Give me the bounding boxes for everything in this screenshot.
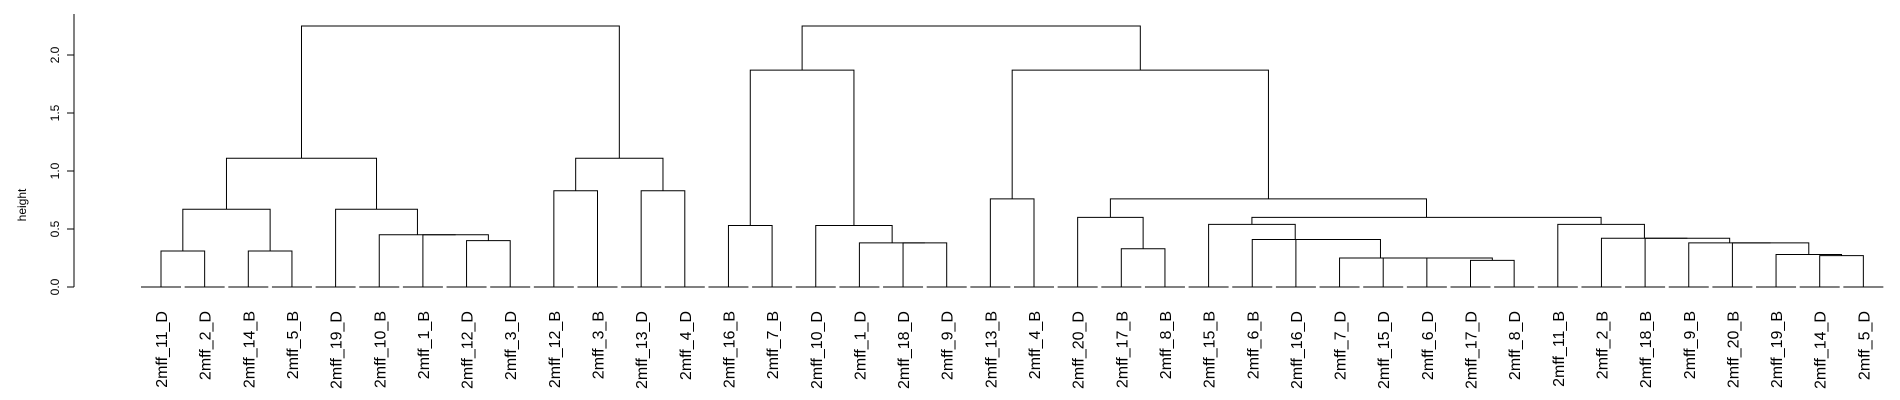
y-tick-label: 0.5 — [48, 220, 62, 237]
leaf-label: 2mff_17_B — [1114, 311, 1131, 388]
leaf-label: 2mff_1_B — [416, 311, 433, 379]
merge-link — [335, 208, 418, 287]
merge-link — [1251, 238, 1339, 287]
merge-link — [1775, 254, 1843, 287]
leaf-label: 2mff_6_B — [1245, 311, 1262, 379]
leaf-label: 2mff_17_D — [1464, 311, 1481, 389]
leaf-label: 2mff_2_D — [198, 311, 215, 380]
leaf-label: 2mff_20_D — [1071, 311, 1088, 389]
y-tick-label: 2.0 — [48, 46, 62, 63]
leaf-label: 2mff_4_B — [1027, 311, 1044, 379]
merge-link — [575, 157, 664, 191]
merge-link — [466, 240, 511, 287]
merge-link — [749, 69, 855, 226]
leaf-label: 2mff_19_D — [329, 311, 346, 389]
leaf-label: 2mff_19_B — [1769, 311, 1786, 388]
leaf-label: 2mff_12_D — [460, 311, 477, 389]
dendrogram-links — [141, 25, 1884, 288]
leaf-label: 2mff_20_B — [1725, 311, 1742, 388]
leaf-labels: 2mff_11_D 2mff_2_D 2mff_14_B 2mff_5_B 2mff_1… — [154, 311, 1873, 389]
leaf-label: 2mff_3_B — [591, 311, 608, 379]
leaf-label: 2mff_13_B — [983, 311, 1000, 388]
leaf-label: 2mff_13_D — [634, 311, 651, 389]
merge-link — [1011, 69, 1269, 199]
merge-link — [1120, 248, 1166, 287]
leaf-label: 2mff_7_D — [1333, 311, 1350, 380]
merge-link — [1382, 257, 1460, 287]
leaf-label: 2mff_7_B — [765, 311, 782, 379]
merge-link — [1077, 216, 1144, 287]
merge-link — [160, 250, 206, 287]
leaf-label: 2mff_2_B — [1594, 311, 1611, 379]
merge-link — [1109, 198, 1428, 218]
leaf-label: 2mff_11_D — [154, 311, 171, 388]
leaf-label: 2mff_6_D — [1420, 311, 1437, 380]
merge-link — [1688, 242, 1771, 287]
merge-link — [1819, 255, 1864, 287]
leaf-label: 2mff_15_D — [1376, 311, 1393, 389]
merge-link — [858, 242, 925, 287]
leaf-label: 2mff_14_D — [1813, 311, 1830, 389]
leaf-label: 2mff_9_B — [1682, 311, 1699, 379]
leaf-label: 2mff_8_D — [1507, 311, 1524, 380]
merge-link — [727, 225, 773, 287]
merge-link — [1339, 257, 1422, 287]
leaf-label: 2mff_12_B — [547, 311, 564, 388]
leaf-label: 2mff_18_B — [1638, 311, 1655, 388]
merge-link — [1426, 257, 1493, 287]
leaf-label: 2mff_5_D — [1856, 311, 1873, 380]
merge-link — [989, 198, 1035, 287]
merge-link — [1295, 238, 1381, 287]
leaf-label: 2mff_16_B — [721, 311, 738, 388]
merge-link — [815, 225, 893, 287]
leaf-label: 2mff_10_D — [809, 311, 826, 389]
y-tick-label: 1.0 — [48, 162, 62, 179]
merge-link — [902, 242, 948, 287]
leaf-label: 2mff_3_D — [503, 311, 520, 380]
merge-link — [1251, 216, 1602, 225]
merge-link — [640, 190, 686, 287]
merge-link — [1600, 237, 1688, 287]
leaf-label: 2mff_11_B — [1551, 311, 1568, 387]
merge-link — [553, 190, 598, 287]
y-axis-label: height — [15, 188, 29, 221]
merge-link — [247, 250, 293, 287]
merge-link — [182, 208, 271, 252]
leaf-label: 2mff_4_D — [678, 311, 695, 380]
merge-link — [300, 25, 620, 159]
leaf-label: 2mff_10_B — [372, 311, 389, 388]
merge-link — [1731, 242, 1810, 287]
merge-link — [225, 157, 378, 210]
merge-link — [801, 25, 1141, 71]
leaf-label: 2mff_18_D — [896, 311, 913, 389]
leaf-label: 2mff_8_B — [1158, 311, 1175, 379]
leaf-label: 2mff_1_D — [852, 311, 869, 380]
leaf-label: 2mff_5_B — [285, 311, 302, 379]
y-tick-label: 1.5 — [48, 104, 62, 121]
merge-link — [378, 234, 456, 287]
merge-link — [1644, 237, 1731, 287]
merge-link — [1470, 259, 1515, 287]
y-tick-label: 0.0 — [48, 278, 62, 295]
merge-link — [422, 234, 489, 287]
leaf-label: 2mff_16_D — [1289, 311, 1306, 389]
leaf-label: 2mff_14_B — [241, 311, 258, 388]
leaf-label: 2mff_15_B — [1202, 311, 1219, 388]
y-axis: 0.0 0.5 1.0 1.5 2.0 — [48, 14, 75, 295]
leaf-label: 2mff_9_D — [940, 311, 957, 380]
